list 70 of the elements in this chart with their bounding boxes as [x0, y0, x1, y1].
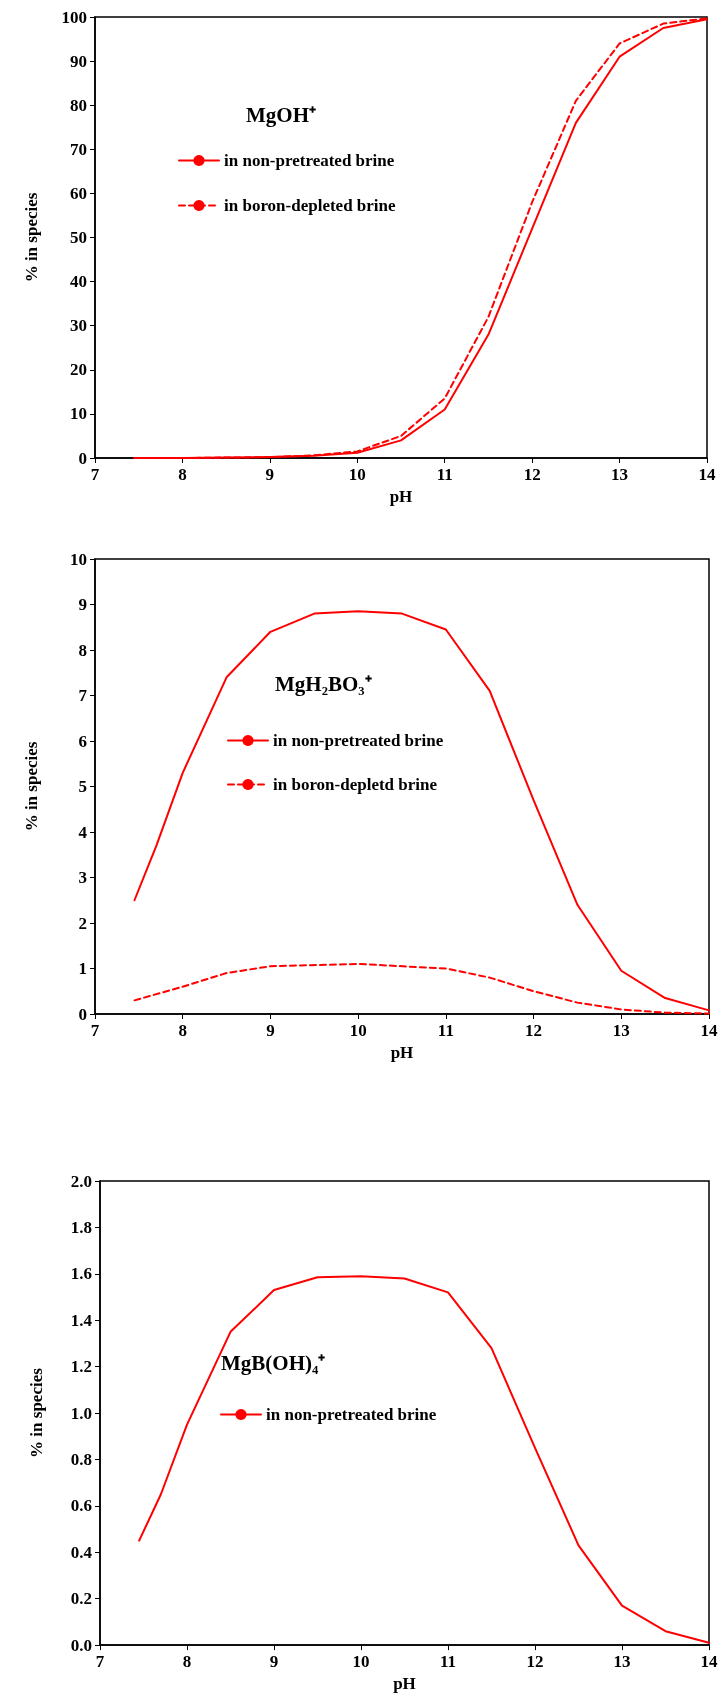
x-tick-label: 10	[348, 465, 366, 484]
x-tick-label: 12	[526, 1652, 544, 1672]
y-tick-label: 3	[78, 868, 87, 887]
x-tick-label: 13	[612, 1021, 630, 1040]
y-tick-label: 8	[78, 640, 87, 660]
y-tick-label: 0.4	[70, 1542, 93, 1562]
y-tick-label: 0.8	[70, 1449, 92, 1469]
line-series	[138, 1275, 710, 1644]
legend-label: in non-pretreated brine	[266, 1405, 437, 1424]
x-axis-title: pH	[389, 486, 413, 506]
y-tick-label: 1.0	[70, 1403, 92, 1423]
text: MgOH⁺	[246, 102, 316, 127]
y-tick-label: 4	[78, 822, 88, 842]
y-tick-label: 1.6	[70, 1264, 92, 1284]
y-tick-label: 50	[70, 228, 87, 247]
y-axis-title: % in species	[27, 1367, 46, 1458]
y-tick-label: 9	[78, 595, 87, 614]
y-tick-label: 10	[70, 404, 87, 424]
y-tick-label: 1.2	[70, 1357, 92, 1377]
text: MgB(OH)₄⁺	[221, 1350, 326, 1375]
line-series	[133, 610, 710, 1012]
x-axis-title: pH	[393, 1674, 416, 1693]
y-tick-label: 1	[78, 959, 87, 978]
y-tick-label: 0.0	[70, 1635, 92, 1655]
x-tick-label: 8	[178, 465, 187, 484]
y-tick-label: 20	[70, 360, 87, 380]
x-axis-title: pH	[390, 1042, 414, 1062]
y-tick-label: 0.2	[70, 1589, 92, 1609]
y-tick-label: 1.8	[70, 1217, 92, 1237]
x-tick-label: 10	[349, 1021, 367, 1040]
y-tick-label: 2.0	[70, 1171, 92, 1191]
x-tick-label: 14	[700, 1021, 718, 1040]
x-tick-label: 14	[700, 1652, 718, 1672]
y-tick-label: 5	[78, 777, 87, 796]
text: MgH₂BO₃⁺	[275, 671, 372, 696]
x-tick-label: 9	[266, 1021, 275, 1040]
y-tick-label: 2	[78, 913, 87, 933]
x-tick-label: 12	[523, 465, 541, 484]
y-tick-label: 40	[70, 272, 87, 292]
x-tick-label: 14	[698, 465, 716, 484]
y-axis-title: % in species	[22, 192, 41, 283]
y-tick-label: 6	[78, 731, 87, 751]
x-tick-label: 13	[611, 465, 629, 484]
x-tick-label: 11	[436, 465, 453, 484]
x-tick-label: 13	[613, 1652, 631, 1672]
y-tick-label: 60	[70, 183, 87, 203]
legend-label: in boron-depletd brine	[273, 775, 438, 794]
y-tick-label: 0.6	[70, 1496, 92, 1516]
y-tick-label: 0	[78, 448, 87, 468]
x-tick-label: 12	[525, 1021, 543, 1040]
y-tick-label: 70	[70, 139, 87, 159]
x-tick-label: 9	[265, 465, 275, 484]
x-tick-label: 9	[269, 1652, 279, 1672]
y-tick-label: 7	[78, 686, 88, 705]
x-tick-label: 8	[182, 1652, 192, 1672]
y-tick-label: 90	[70, 51, 87, 71]
legend-label: in non-pretreated brine	[273, 731, 444, 750]
x-tick-label: 11	[437, 1021, 454, 1040]
y-tick-label: 30	[70, 316, 87, 336]
y-tick-label: 100	[61, 7, 87, 27]
y-tick-label: 1.4	[70, 1310, 93, 1330]
y-tick-label: 0	[78, 1004, 87, 1024]
x-tick-label: 8	[178, 1021, 187, 1040]
y-axis-title: % in species	[22, 741, 41, 832]
x-tick-label: 10	[352, 1652, 370, 1672]
y-tick-label: 10	[70, 549, 87, 569]
y-tick-label: 80	[70, 95, 87, 115]
legend-label: in non-pretreated brine	[224, 151, 395, 170]
x-tick-label: 11	[439, 1652, 457, 1672]
legend-label: in boron-depleted brine	[224, 196, 397, 215]
